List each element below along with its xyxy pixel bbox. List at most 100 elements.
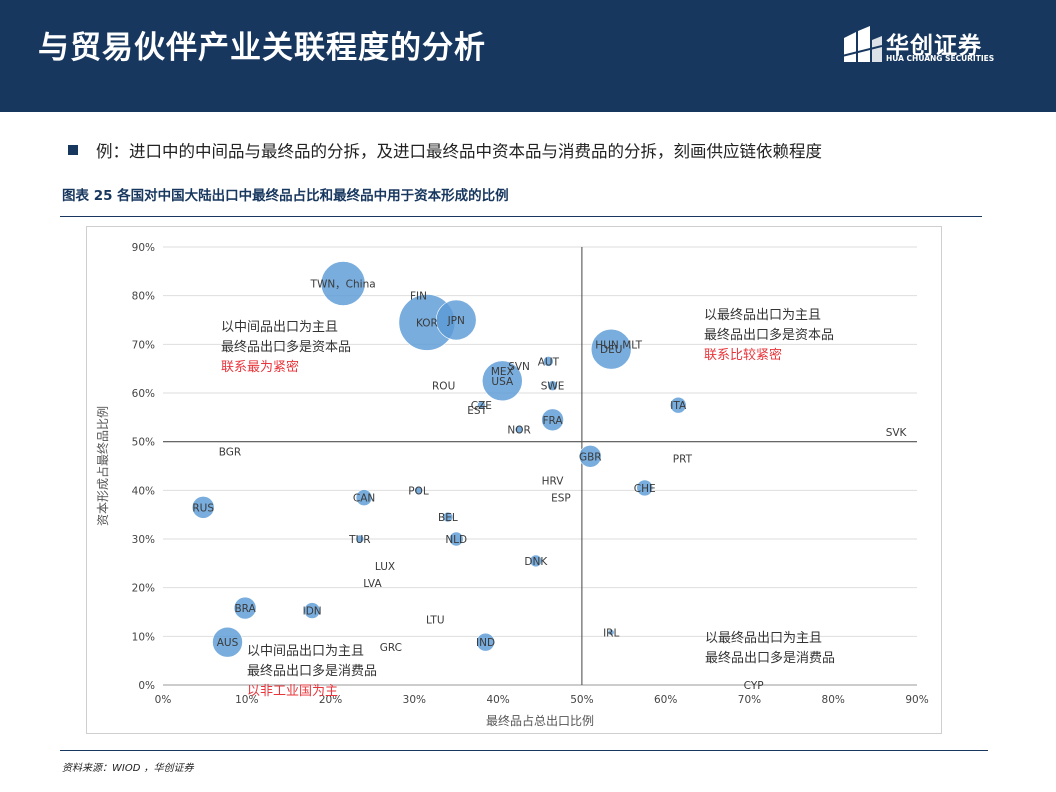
x-axis-label: 最终品占总出口比例 <box>486 713 594 728</box>
bubble-marker <box>233 596 257 620</box>
point-label: LTU <box>426 614 445 626</box>
brand-logo: 华创证券 HUA CHUANG SECURITIES <box>842 26 1012 66</box>
point-label: MEX <box>491 366 514 378</box>
quadrant-annotation-line: 以中间品出口为主且 <box>221 320 338 335</box>
point-label: RUS <box>192 502 214 514</box>
bubble-marker <box>590 328 632 370</box>
point-label: FRA <box>543 415 564 427</box>
logo-icon <box>842 26 882 62</box>
y-tick-label: 30% <box>132 534 155 546</box>
point-label: SVN <box>508 361 530 373</box>
y-tick-label: 50% <box>132 437 155 449</box>
quadrant-annotation-highlight: 以非工业国为主 <box>247 684 338 699</box>
bubble-marker <box>355 489 373 506</box>
x-tick-label: 90% <box>905 694 928 706</box>
bubble-marker <box>578 444 602 468</box>
point-label: BEL <box>438 512 458 524</box>
point-label: FIN <box>410 291 427 303</box>
point-label: HRV <box>542 476 565 488</box>
point-label: TUR <box>348 534 370 546</box>
bubble-marker <box>529 554 543 568</box>
point-label: ROU <box>432 381 455 393</box>
point-label: IDN <box>303 606 322 618</box>
quadrant-annotation-line: 最终品出口多是消费品 <box>247 663 377 679</box>
point-label: LVA <box>363 578 382 590</box>
point-label: BGR <box>219 446 241 458</box>
bubble-marker <box>414 486 423 495</box>
point-label: USA <box>491 376 514 388</box>
quadrant-annotation-line: 最终品出口多是资本品 <box>704 327 834 343</box>
point-label: CHE <box>634 483 656 495</box>
y-tick-label: 40% <box>132 485 155 497</box>
point-label: POL <box>408 485 429 497</box>
bubble-marker <box>448 531 464 547</box>
x-tick-label: 30% <box>403 694 426 706</box>
quadrant-annotation-line: 以最终品出口为主且 <box>704 307 821 323</box>
bullet-text: 例：进口中的中间品与最终品的分拆，及进口最终品中资本品与消费品的分拆，刻画供应链… <box>96 142 822 161</box>
point-label: JPN <box>447 315 465 327</box>
point-label: EST <box>467 405 487 417</box>
x-tick-label: 70% <box>738 694 761 706</box>
point-label: BRA <box>234 603 256 615</box>
caption-divider <box>60 216 982 217</box>
logo-name-en: HUA CHUANG SECURITIES <box>886 54 995 63</box>
quadrant-annotation-line: 以最终品出口为主且 <box>705 630 822 646</box>
x-tick-label: 80% <box>822 694 845 706</box>
x-tick-label: 0% <box>155 694 172 706</box>
bubble-marker <box>476 632 495 652</box>
y-tick-label: 60% <box>132 388 155 400</box>
bubble-marker <box>547 380 558 391</box>
bubble-marker <box>543 356 554 367</box>
bubble-marker <box>514 425 524 434</box>
bubble-marker <box>303 602 321 619</box>
point-label: IRL <box>603 627 619 639</box>
bubble-marker <box>442 511 454 523</box>
point-label: IND <box>476 637 495 649</box>
y-tick-label: 0% <box>138 680 155 692</box>
quadrant-annotation-line: 以中间品出口为主且 <box>247 644 364 659</box>
bubble-marker <box>435 299 477 341</box>
quadrant-annotation-line: 最终品出口多是资本品 <box>221 339 351 355</box>
point-label: SVK <box>886 427 908 439</box>
point-label: CZE <box>471 400 492 412</box>
scatter-chart: 0% 10% 20% 30% 40% 50% 60% 70% 80% 90% 0% 10% 20% 30%… <box>95 242 929 728</box>
bubble-marker <box>541 408 564 432</box>
point-label: NOR <box>507 425 530 437</box>
bubble-marker <box>636 479 654 497</box>
x-tick-label: 50% <box>570 694 593 706</box>
point-label: AUT <box>538 356 560 368</box>
bullet-square-icon <box>68 145 78 155</box>
y-tick-label: 90% <box>132 242 155 254</box>
bubble-marker <box>477 400 486 410</box>
bubble-marker <box>320 261 366 306</box>
x-tick-label: 60% <box>654 694 677 706</box>
point-label: CYP <box>744 680 764 692</box>
footer-divider <box>60 750 988 751</box>
page-title: 与贸易伙伴产业关联程度的分析 <box>38 30 486 66</box>
bubble-marker <box>607 629 615 636</box>
quadrant-annotation-highlight: 联系最为紧密 <box>221 359 299 375</box>
bubble-marker <box>481 360 523 402</box>
x-tick-label: 40% <box>486 694 509 706</box>
point-label: TWN，China <box>310 279 376 291</box>
point-label: DNK <box>524 556 548 568</box>
point-label: ESP <box>551 493 571 505</box>
header-banner: 与贸易伙伴产业关联程度的分析 华创证券 HUA CHUANG SECURITIE… <box>0 0 1056 112</box>
source-note: 资料来源：WIOD ，华创证券 <box>62 763 194 774</box>
point-label: GBR <box>579 451 602 463</box>
y-axis-label: 资本形成占最终品比例 <box>95 406 110 526</box>
point-label: SWE <box>541 381 565 393</box>
point-label: HUN <box>595 339 618 351</box>
y-tick-label: 20% <box>132 583 155 595</box>
y-tick-label: 80% <box>132 291 155 303</box>
point-label: AUS <box>217 637 239 649</box>
quadrant-annotation-line: 最终品出口多是消费品 <box>705 650 835 666</box>
logo-name-cn: 华创证券 <box>886 33 982 59</box>
quadrant-annotation-highlight: 联系比较紧密 <box>704 347 782 363</box>
point-label: PRT <box>673 454 693 466</box>
chart-container: 0% 10% 20% 30% 40% 50% 60% 70% 80% 90% 0% 10% 20% 30%… <box>86 226 942 734</box>
bubble-marker <box>669 396 687 414</box>
figure-caption: 图表 25 各国对中国大陆出口中最终品占比和最终品中用于资本形成的比例 <box>62 188 509 204</box>
point-label: CAN <box>353 493 375 505</box>
point-label: LUX <box>375 561 395 573</box>
